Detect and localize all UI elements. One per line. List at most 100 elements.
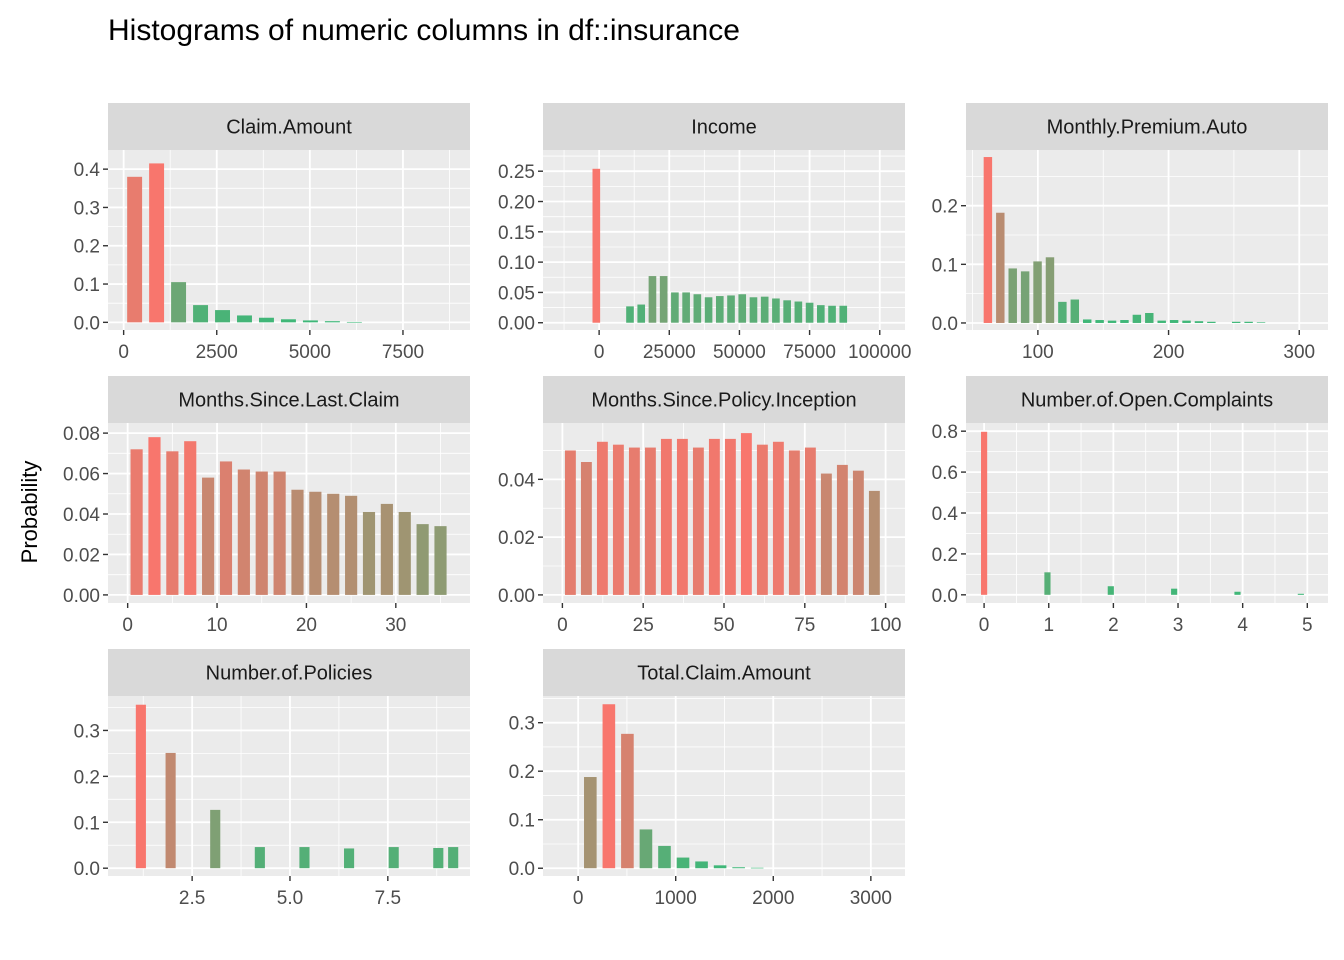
y-tick-label: 0.0 [932,314,958,335]
y-tick-label: 0.00 [63,586,100,607]
histogram-bar [676,438,688,595]
facet-strip-label: Monthly.Premium.Auto [1047,117,1248,139]
histogram-bar [344,848,355,869]
y-axis-label: Probability [17,461,42,564]
histogram-bar [659,276,668,323]
x-tick-label: 200 [1153,342,1185,363]
histogram-bar [309,491,322,595]
y-tick-label: 0.1 [74,813,100,834]
histogram-bar [704,297,713,323]
histogram-bar [564,450,576,595]
histogram-bar [166,451,179,595]
panel-background [966,150,1328,330]
histogram-bar [1107,586,1114,595]
histogram-bar [820,473,832,595]
histogram-bar [592,168,601,323]
histogram-bar [836,464,848,595]
panel-6: Number.of.Policies 0.0 0.1 0.2 0.3 2.5 5.0 7.5 [74,649,470,909]
histogram-bar [448,847,459,869]
panel-2: Monthly.Premium.Auto 0.0 0.1 0.2 100 200 300 [932,103,1328,363]
histogram-bar [1169,320,1179,323]
histogram-bar [695,861,708,869]
histogram-bar [783,300,791,323]
histogram-bar [732,867,745,869]
x-tick-label: 25000 [643,342,696,363]
panel-4: Months.Since.Policy.Inception 0.00 0.02 0.0… [498,376,905,636]
x-tick-label: 75 [794,615,815,636]
x-tick-label: 1 [1043,615,1054,636]
histogram-bar [388,847,399,869]
x-tick-label: 7.5 [375,888,401,909]
histogram-bar [193,305,209,323]
histogram-bar [258,317,274,323]
histogram-bar [708,438,720,595]
y-tick-label: 0.0 [509,859,535,880]
y-tick-label: 0.20 [498,193,535,214]
histogram-bar [868,490,880,595]
histogram-bar [602,704,616,869]
histogram-bar [1231,321,1241,323]
histogram-bar [750,867,764,869]
histogram-bar [596,441,608,595]
x-tick-label: 75000 [783,342,836,363]
histogram-bar [202,477,215,595]
histogram-bar [1045,257,1055,323]
histogram-bar [346,321,362,323]
histogram-bar [740,433,752,595]
x-tick-label: 20 [296,615,317,636]
histogram-bar [1256,322,1266,323]
histogram-bar [626,306,634,323]
histogram-bar [148,437,161,595]
x-tick-label: 5 [1302,615,1313,636]
histogram-bar [772,298,780,323]
histogram-bar [621,733,634,869]
facet-strip [543,103,905,150]
histogram-bar [584,777,597,869]
x-tick-label: 25 [633,615,654,636]
y-tick-label: 0.8 [932,422,958,443]
histogram-bar [772,441,784,595]
x-tick-label: 0 [122,615,133,636]
facet-strip-label: Income [691,117,757,139]
x-tick-label: 2500 [196,342,238,363]
x-tick-label: 50 [713,615,734,636]
histogram-bar [291,489,304,595]
histogram-bar [671,292,679,323]
histogram-bar [1033,261,1042,323]
histogram-bar [255,471,268,595]
histogram-bar [580,462,592,595]
histogram-bar [362,511,376,595]
histogram-bar [1145,312,1154,323]
histogram-bar [981,431,988,595]
facet-strip [108,103,470,150]
facet-strip-label: Months.Since.Policy.Inception [591,390,856,412]
facet-strip-label: Total.Claim.Amount [637,663,811,685]
histogram-bar [1107,320,1117,323]
y-tick-label: 0.02 [498,528,535,549]
x-tick-label: 0 [573,888,584,909]
histogram-bar [184,441,197,595]
histogram-bar [1157,320,1166,323]
histogram-bar [237,469,250,595]
facet-strip [108,649,470,696]
histogram-bar [1297,593,1304,595]
x-tick-label: 0 [979,615,990,636]
histogram-bar [692,447,704,595]
histogram-bar [1058,301,1067,323]
histogram-bar [637,304,646,323]
histogram-bar [273,471,286,595]
histogram-bar [682,292,690,323]
histogram-bar [327,493,340,595]
y-tick-label: 0.4 [74,160,101,181]
histogram-bar [1120,320,1129,323]
histogram-bar [1207,321,1216,323]
x-tick-label: 5.0 [277,888,303,909]
y-tick-label: 0.3 [74,721,100,742]
x-tick-label: 2 [1108,615,1119,636]
y-tick-label: 0.06 [63,465,100,486]
y-tick-label: 0.25 [498,162,535,183]
x-tick-label: 3 [1173,615,1184,636]
y-tick-label: 0.2 [932,197,958,218]
histogram-bar [693,294,702,323]
